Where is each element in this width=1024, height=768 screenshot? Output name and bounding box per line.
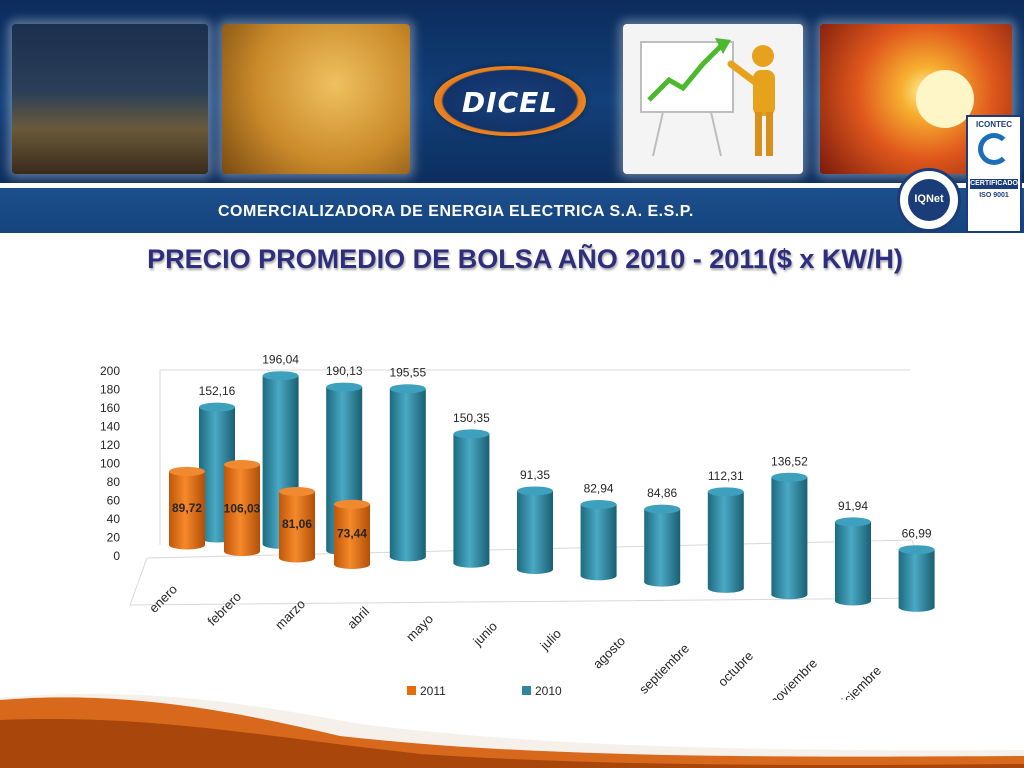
- header-divider: [0, 183, 1024, 188]
- icontec-standard-label: ISO 9001: [979, 192, 1009, 199]
- x-tick-label: mayo: [403, 611, 436, 644]
- power-tower-photo: [222, 24, 410, 174]
- bar-2011: [334, 499, 370, 569]
- bar-2011: [169, 466, 205, 550]
- y-tick-label: 80: [107, 475, 121, 489]
- y-tick-label: 0: [113, 549, 120, 563]
- presentation-figure-icon: [640, 38, 775, 157]
- data-label-2010: 152,16: [199, 384, 236, 398]
- y-tick-label: 200: [100, 364, 120, 378]
- y-tick-label: 60: [107, 494, 121, 508]
- data-label-2010: 66,99: [902, 527, 932, 541]
- legend-label: 2010: [535, 684, 562, 698]
- x-tick-label: agosto: [590, 633, 628, 671]
- data-label-2010: 196,04: [262, 353, 299, 367]
- x-tick-label: abril: [344, 604, 372, 632]
- y-tick-label: 120: [100, 438, 120, 452]
- data-label-2010: 136,52: [771, 454, 808, 468]
- data-label-2010: 82,94: [584, 481, 614, 495]
- bar-2010: [898, 545, 935, 612]
- y-tick-label: 160: [100, 401, 120, 415]
- bar-2011: [279, 487, 315, 563]
- chart-title: PRECIO PROMEDIO DE BOLSA AÑO 2010 - 2011…: [147, 244, 903, 274]
- data-label-2010: 91,35: [520, 468, 550, 482]
- data-label-2010: 91,94: [838, 499, 868, 513]
- bar-2010: [453, 429, 490, 568]
- city-night-photo: [12, 24, 208, 174]
- legend-swatch: [522, 686, 531, 695]
- data-label-2010: 195,55: [389, 366, 426, 380]
- bar-2011: [224, 460, 260, 556]
- y-tick-label: 100: [100, 457, 120, 471]
- legend-label: 2011: [420, 684, 446, 698]
- iqnet-certification-seal: IQNet: [897, 168, 961, 232]
- data-label-2010: 190,13: [326, 364, 363, 378]
- company-bar: [0, 188, 1024, 233]
- icontec-label: ICONTEC: [976, 120, 1012, 129]
- company-name: COMERCIALIZADORA DE ENERGIA ELECTRICA S.…: [218, 203, 694, 220]
- icontec-certification-badge: ICONTEC CERTIFICADO ISO 9001: [966, 115, 1022, 233]
- bar-2010: [580, 499, 617, 581]
- legend-swatch: [407, 686, 416, 695]
- y-tick-label: 20: [107, 531, 121, 545]
- iqnet-seal-center: IQNet: [908, 179, 950, 221]
- sun-icon: [916, 70, 974, 128]
- data-label-2010: 84,86: [647, 486, 677, 500]
- bar-2010: [517, 486, 553, 574]
- iqnet-label: IQNet: [914, 193, 944, 205]
- icontec-certified-label: CERTIFICADO: [970, 179, 1018, 189]
- data-label-2011: 106,03: [224, 501, 261, 515]
- data-label-2010: 112,31: [708, 469, 744, 483]
- x-tick-label: junio: [469, 619, 500, 650]
- bar-2010: [835, 517, 871, 606]
- data-label-2011: 73,44: [337, 526, 367, 540]
- y-tick-label: 180: [100, 383, 120, 397]
- x-tick-label: julio: [536, 626, 564, 654]
- footer-swoosh: [0, 693, 1024, 768]
- logo-text: DICEL: [461, 86, 559, 119]
- chart-back-wall: [159, 369, 910, 545]
- y-tick-label: 140: [100, 420, 120, 434]
- bar-2010: [389, 384, 426, 562]
- y-tick-label: 40: [107, 512, 121, 526]
- data-label-2011: 81,06: [282, 517, 312, 531]
- presentation-figure-photo: [623, 24, 803, 174]
- bar-2010: [771, 472, 808, 600]
- data-label-2010: 150,35: [453, 411, 490, 425]
- bar-chart: 0 20 40 60 80 100 120 140 160 180 200 152,16 196,04…: [100, 353, 935, 700]
- dicel-logo: DICEL: [434, 66, 586, 136]
- bar-2010: [644, 504, 681, 587]
- data-label-2011: 89,72: [172, 501, 202, 515]
- bar-2010: [707, 487, 744, 593]
- icontec-logo-icon: [978, 133, 1010, 165]
